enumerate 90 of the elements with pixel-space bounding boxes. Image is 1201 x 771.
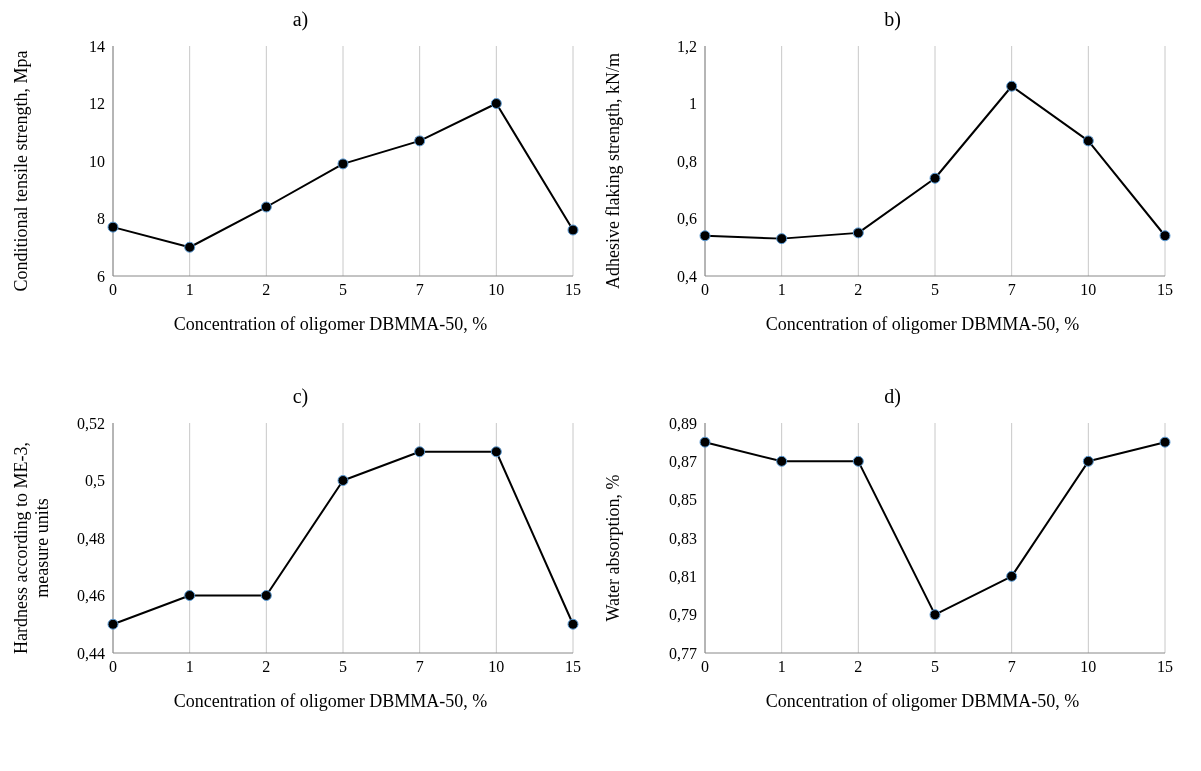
point <box>852 227 864 239</box>
y-tick-label: 0,85 <box>669 491 697 509</box>
y-tick-label: 0,83 <box>669 529 697 547</box>
y-tick-label: 0,79 <box>669 606 697 624</box>
x-tick-label: 10 <box>1080 281 1097 299</box>
y-tick-label: 0,87 <box>669 453 697 471</box>
x-tick-label: 2 <box>262 281 271 299</box>
y-tick-label: 0,77 <box>669 644 697 662</box>
point <box>776 455 788 467</box>
point <box>107 221 119 233</box>
point <box>1159 230 1171 242</box>
point <box>1082 135 1094 147</box>
y-tick-label: 0,89 <box>669 414 697 432</box>
x-axis-title: Concentration of oligomer DBMMA-50, % <box>172 691 489 712</box>
y-axis-title: Water absorption, % <box>603 473 624 624</box>
point <box>490 98 502 109</box>
point <box>1082 455 1094 467</box>
chart-title: d) <box>883 385 902 410</box>
x-tick-label: 0 <box>109 658 117 676</box>
x-tick-label: 15 <box>1157 281 1173 299</box>
x-tick-label: 7 <box>415 658 424 676</box>
x-tick-label: 5 <box>931 658 939 676</box>
y-tick-label: 0,52 <box>77 414 105 432</box>
y-tick-label: 6 <box>97 267 105 285</box>
x-tick-label: 0 <box>701 281 709 299</box>
x-tick-label: 10 <box>1080 658 1097 676</box>
y-tick-label: 0,8 <box>677 152 697 170</box>
x-tick-label: 0 <box>701 658 709 676</box>
point <box>184 590 196 601</box>
y-axis-title: Hardness according to ME-3, measure units <box>11 441 53 656</box>
x-axis-title: Concentration of oligomer DBMMA-50, % <box>764 314 1081 335</box>
y-tick-label: 8 <box>97 210 105 228</box>
point <box>490 446 502 458</box>
y-tick-label: 0,81 <box>669 568 697 586</box>
point <box>414 446 426 458</box>
chart-title: b) <box>883 8 902 33</box>
point <box>337 475 349 486</box>
y-tick-label: 12 <box>89 95 105 113</box>
x-tick-label: 1 <box>185 658 194 676</box>
y-axis-title: Conditional tensile strength, Mpa <box>11 49 32 294</box>
x-tick-label: 1 <box>777 281 786 299</box>
x-tick-label: 7 <box>1007 658 1016 676</box>
point <box>414 135 426 147</box>
point <box>567 224 579 236</box>
point <box>852 455 864 467</box>
point <box>260 590 272 601</box>
x-tick-label: 2 <box>854 281 863 299</box>
y-tick-label: 1,2 <box>677 37 697 55</box>
y-tick-label: 14 <box>89 37 105 55</box>
point <box>776 233 788 245</box>
point <box>337 158 349 170</box>
x-axis-title: Concentration of oligomer DBMMA-50, % <box>172 314 489 335</box>
point <box>1006 80 1018 92</box>
x-tick-label: 15 <box>565 281 581 299</box>
y-tick-label: 0,46 <box>77 587 105 605</box>
x-tick-label: 2 <box>854 658 863 676</box>
y-axis-title: Adhesive flaking strength, kN/m <box>603 52 624 291</box>
point <box>699 230 711 242</box>
point <box>567 618 579 630</box>
point <box>699 436 711 448</box>
point <box>260 201 272 213</box>
x-tick-label: 7 <box>1007 281 1016 299</box>
x-tick-label: 2 <box>262 658 271 676</box>
chart-title: c) <box>291 385 310 410</box>
x-tick-label: 5 <box>931 281 939 299</box>
point <box>184 241 196 253</box>
y-tick-label: 0,6 <box>677 210 697 228</box>
y-tick-label: 10 <box>89 152 105 170</box>
x-tick-label: 0 <box>109 281 117 299</box>
y-tick-label: 1 <box>689 95 697 113</box>
x-tick-label: 7 <box>415 281 424 299</box>
x-tick-label: 5 <box>339 658 347 676</box>
x-tick-label: 15 <box>1157 658 1173 676</box>
x-tick-label: 10 <box>488 658 505 676</box>
y-tick-label: 0,44 <box>77 644 105 662</box>
point <box>929 609 941 621</box>
chart-title: a) <box>291 8 310 33</box>
point <box>1006 570 1018 582</box>
x-tick-label: 15 <box>565 658 581 676</box>
x-tick-label: 1 <box>185 281 194 299</box>
y-tick-label: 0,4 <box>677 267 697 285</box>
point <box>1159 436 1171 448</box>
x-tick-label: 5 <box>339 281 347 299</box>
point <box>107 618 119 630</box>
y-tick-label: 0,5 <box>85 472 105 490</box>
x-tick-label: 1 <box>777 658 786 676</box>
x-axis-title: Concentration of oligomer DBMMA-50, % <box>764 691 1081 712</box>
x-tick-label: 10 <box>488 281 505 299</box>
point <box>929 172 941 184</box>
y-tick-label: 0,48 <box>77 529 105 547</box>
